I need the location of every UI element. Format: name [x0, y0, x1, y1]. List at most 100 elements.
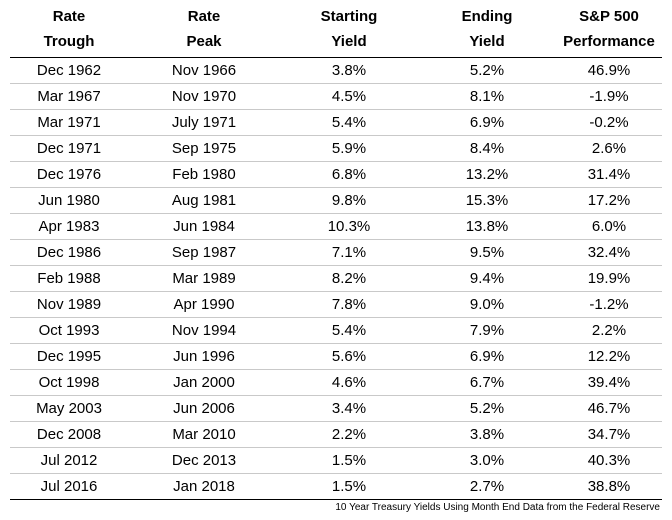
cell-starting-yield: 5.9% — [331, 139, 367, 157]
cell-starting-yield: 3.8% — [331, 61, 367, 79]
header-line: Rate — [52, 8, 86, 25]
cell-sp500-performance: 2.6% — [591, 139, 627, 157]
cell-starting-yield: 4.5% — [331, 87, 367, 105]
cell-sp500-performance: 38.8% — [587, 477, 631, 495]
cell-rate-peak: Jan 2000 — [173, 373, 235, 391]
cell-rate-peak: Mar 2010 — [172, 425, 236, 443]
cell-starting-yield: 4.6% — [331, 373, 367, 391]
cell-sp500-performance: 19.9% — [587, 269, 631, 287]
cell-ending-yield: 2.7% — [469, 477, 505, 495]
cell-starting-yield: 9.8% — [331, 191, 367, 209]
cell-sp500-performance: 31.4% — [587, 165, 631, 183]
cell-ending-yield: 6.9% — [469, 347, 505, 365]
cell-starting-yield: 6.8% — [331, 165, 367, 183]
cell-sp500-performance: 2.2% — [591, 321, 627, 339]
cell-rate-peak: Jun 1984 — [173, 217, 235, 235]
cell-starting-yield: 5.4% — [331, 321, 367, 339]
table-row: Jul 2012 Dec 2013 1.5% 3.0% 40.3% — [10, 448, 662, 474]
cell-rate-trough: Dec 1995 — [36, 347, 102, 365]
cell-rate-peak: Apr 1990 — [173, 295, 235, 313]
header-line: Peak — [186, 33, 222, 50]
cell-rate-peak: Nov 1966 — [171, 61, 237, 79]
cell-sp500-performance: 40.3% — [587, 451, 631, 469]
cell-rate-peak: Jun 2006 — [173, 399, 235, 417]
cell-rate-trough: Feb 1988 — [37, 269, 101, 287]
cell-sp500-performance: 46.9% — [587, 61, 631, 79]
table-row: Nov 1989 Apr 1990 7.8% 9.0% -1.2% — [10, 292, 662, 318]
cell-rate-trough: Mar 1971 — [37, 113, 101, 131]
table-row: Oct 1993 Nov 1994 5.4% 7.9% 2.2% — [10, 318, 662, 344]
header-rate-peak: Rate Peak — [128, 0, 280, 57]
cell-starting-yield: 7.8% — [331, 295, 367, 313]
cell-rate-trough: Dec 1986 — [36, 243, 102, 261]
cell-rate-trough: Oct 1993 — [38, 321, 100, 339]
cell-rate-peak: Sep 1987 — [171, 243, 237, 261]
cell-starting-yield: 10.3% — [327, 217, 371, 235]
cell-starting-yield: 5.4% — [331, 113, 367, 131]
table-row: Mar 1971 July 1971 5.4% 6.9% -0.2% — [10, 110, 662, 136]
cell-ending-yield: 9.5% — [469, 243, 505, 261]
cell-sp500-performance: 46.7% — [587, 399, 631, 417]
cell-rate-trough: Jun 1980 — [38, 191, 100, 209]
cell-sp500-performance: 39.4% — [587, 373, 631, 391]
cell-ending-yield: 6.9% — [469, 113, 505, 131]
cell-rate-peak: Sep 1975 — [171, 139, 237, 157]
cell-rate-trough: Nov 1989 — [36, 295, 102, 313]
cell-rate-trough: Jul 2016 — [40, 477, 98, 495]
header-line: S&P 500 — [579, 8, 639, 25]
cell-sp500-performance: 17.2% — [587, 191, 631, 209]
cell-starting-yield: 5.6% — [331, 347, 367, 365]
table-row: Dec 1986 Sep 1987 7.1% 9.5% 32.4% — [10, 240, 662, 266]
cell-ending-yield: 8.4% — [469, 139, 505, 157]
cell-sp500-performance: 34.7% — [587, 425, 631, 443]
cell-ending-yield: 3.0% — [469, 451, 505, 469]
cell-rate-trough: Dec 1971 — [36, 139, 102, 157]
cell-rate-peak: July 1971 — [171, 113, 237, 131]
header-sp500-performance: S&P 500 Performance — [556, 0, 662, 57]
table-row: Mar 1967 Nov 1970 4.5% 8.1% -1.9% — [10, 84, 662, 110]
cell-ending-yield: 13.8% — [465, 217, 509, 235]
cell-rate-peak: Feb 1980 — [172, 165, 236, 183]
cell-starting-yield: 8.2% — [331, 269, 367, 287]
cell-starting-yield: 1.5% — [331, 477, 367, 495]
header-line: Trough — [43, 33, 95, 50]
table-row: Dec 1995 Jun 1996 5.6% 6.9% 12.2% — [10, 344, 662, 370]
cell-sp500-performance: 6.0% — [591, 217, 627, 235]
cell-ending-yield: 13.2% — [465, 165, 509, 183]
table-row: Apr 1983 Jun 1984 10.3% 13.8% 6.0% — [10, 214, 662, 240]
table-row: Feb 1988 Mar 1989 8.2% 9.4% 19.9% — [10, 266, 662, 292]
table-row: Jun 1980 Aug 1981 9.8% 15.3% 17.2% — [10, 188, 662, 214]
table-row: Dec 1976 Feb 1980 6.8% 13.2% 31.4% — [10, 162, 662, 188]
cell-rate-trough: Mar 1967 — [37, 87, 101, 105]
cell-ending-yield: 8.1% — [469, 87, 505, 105]
cell-rate-peak: Jun 1996 — [173, 347, 235, 365]
header-line: Starting — [320, 8, 378, 25]
cell-starting-yield: 3.4% — [331, 399, 367, 417]
table-body: Dec 1962 Nov 1966 3.8% 5.2% 46.9% Mar 1967 Nov… — [10, 58, 662, 500]
header-line: Rate — [187, 8, 221, 25]
header-line: Performance — [563, 33, 655, 50]
cell-ending-yield: 6.7% — [469, 373, 505, 391]
table-row: Dec 2008 Mar 2010 2.2% 3.8% 34.7% — [10, 422, 662, 448]
table-row: Oct 1998 Jan 2000 4.6% 6.7% 39.4% — [10, 370, 662, 396]
table-row: May 2003 Jun 2006 3.4% 5.2% 46.7% — [10, 396, 662, 422]
cell-ending-yield: 3.8% — [469, 425, 505, 443]
cell-sp500-performance: -0.2% — [589, 113, 629, 131]
header-line: Yield — [469, 33, 505, 50]
cell-rate-trough: Oct 1998 — [38, 373, 100, 391]
header-line: Yield — [331, 33, 367, 50]
cell-rate-trough: Dec 2008 — [36, 425, 102, 443]
cell-rate-peak: Nov 1994 — [171, 321, 237, 339]
cell-sp500-performance: 32.4% — [587, 243, 631, 261]
cell-rate-trough: May 2003 — [36, 399, 102, 417]
cell-starting-yield: 1.5% — [331, 451, 367, 469]
table-row: Dec 1971 Sep 1975 5.9% 8.4% 2.6% — [10, 136, 662, 162]
footnote: 10 Year Treasury Yields Using Month End … — [335, 502, 660, 513]
rate-cycle-table: Rate Trough Rate Peak Starting Yield End… — [10, 0, 662, 500]
header-rate-trough: Rate Trough — [10, 0, 128, 57]
header-starting-yield: Starting Yield — [280, 0, 418, 57]
cell-sp500-performance: -1.2% — [589, 295, 629, 313]
header-ending-yield: Ending Yield — [418, 0, 556, 57]
table-header: Rate Trough Rate Peak Starting Yield End… — [10, 0, 662, 58]
cell-ending-yield: 9.0% — [469, 295, 505, 313]
